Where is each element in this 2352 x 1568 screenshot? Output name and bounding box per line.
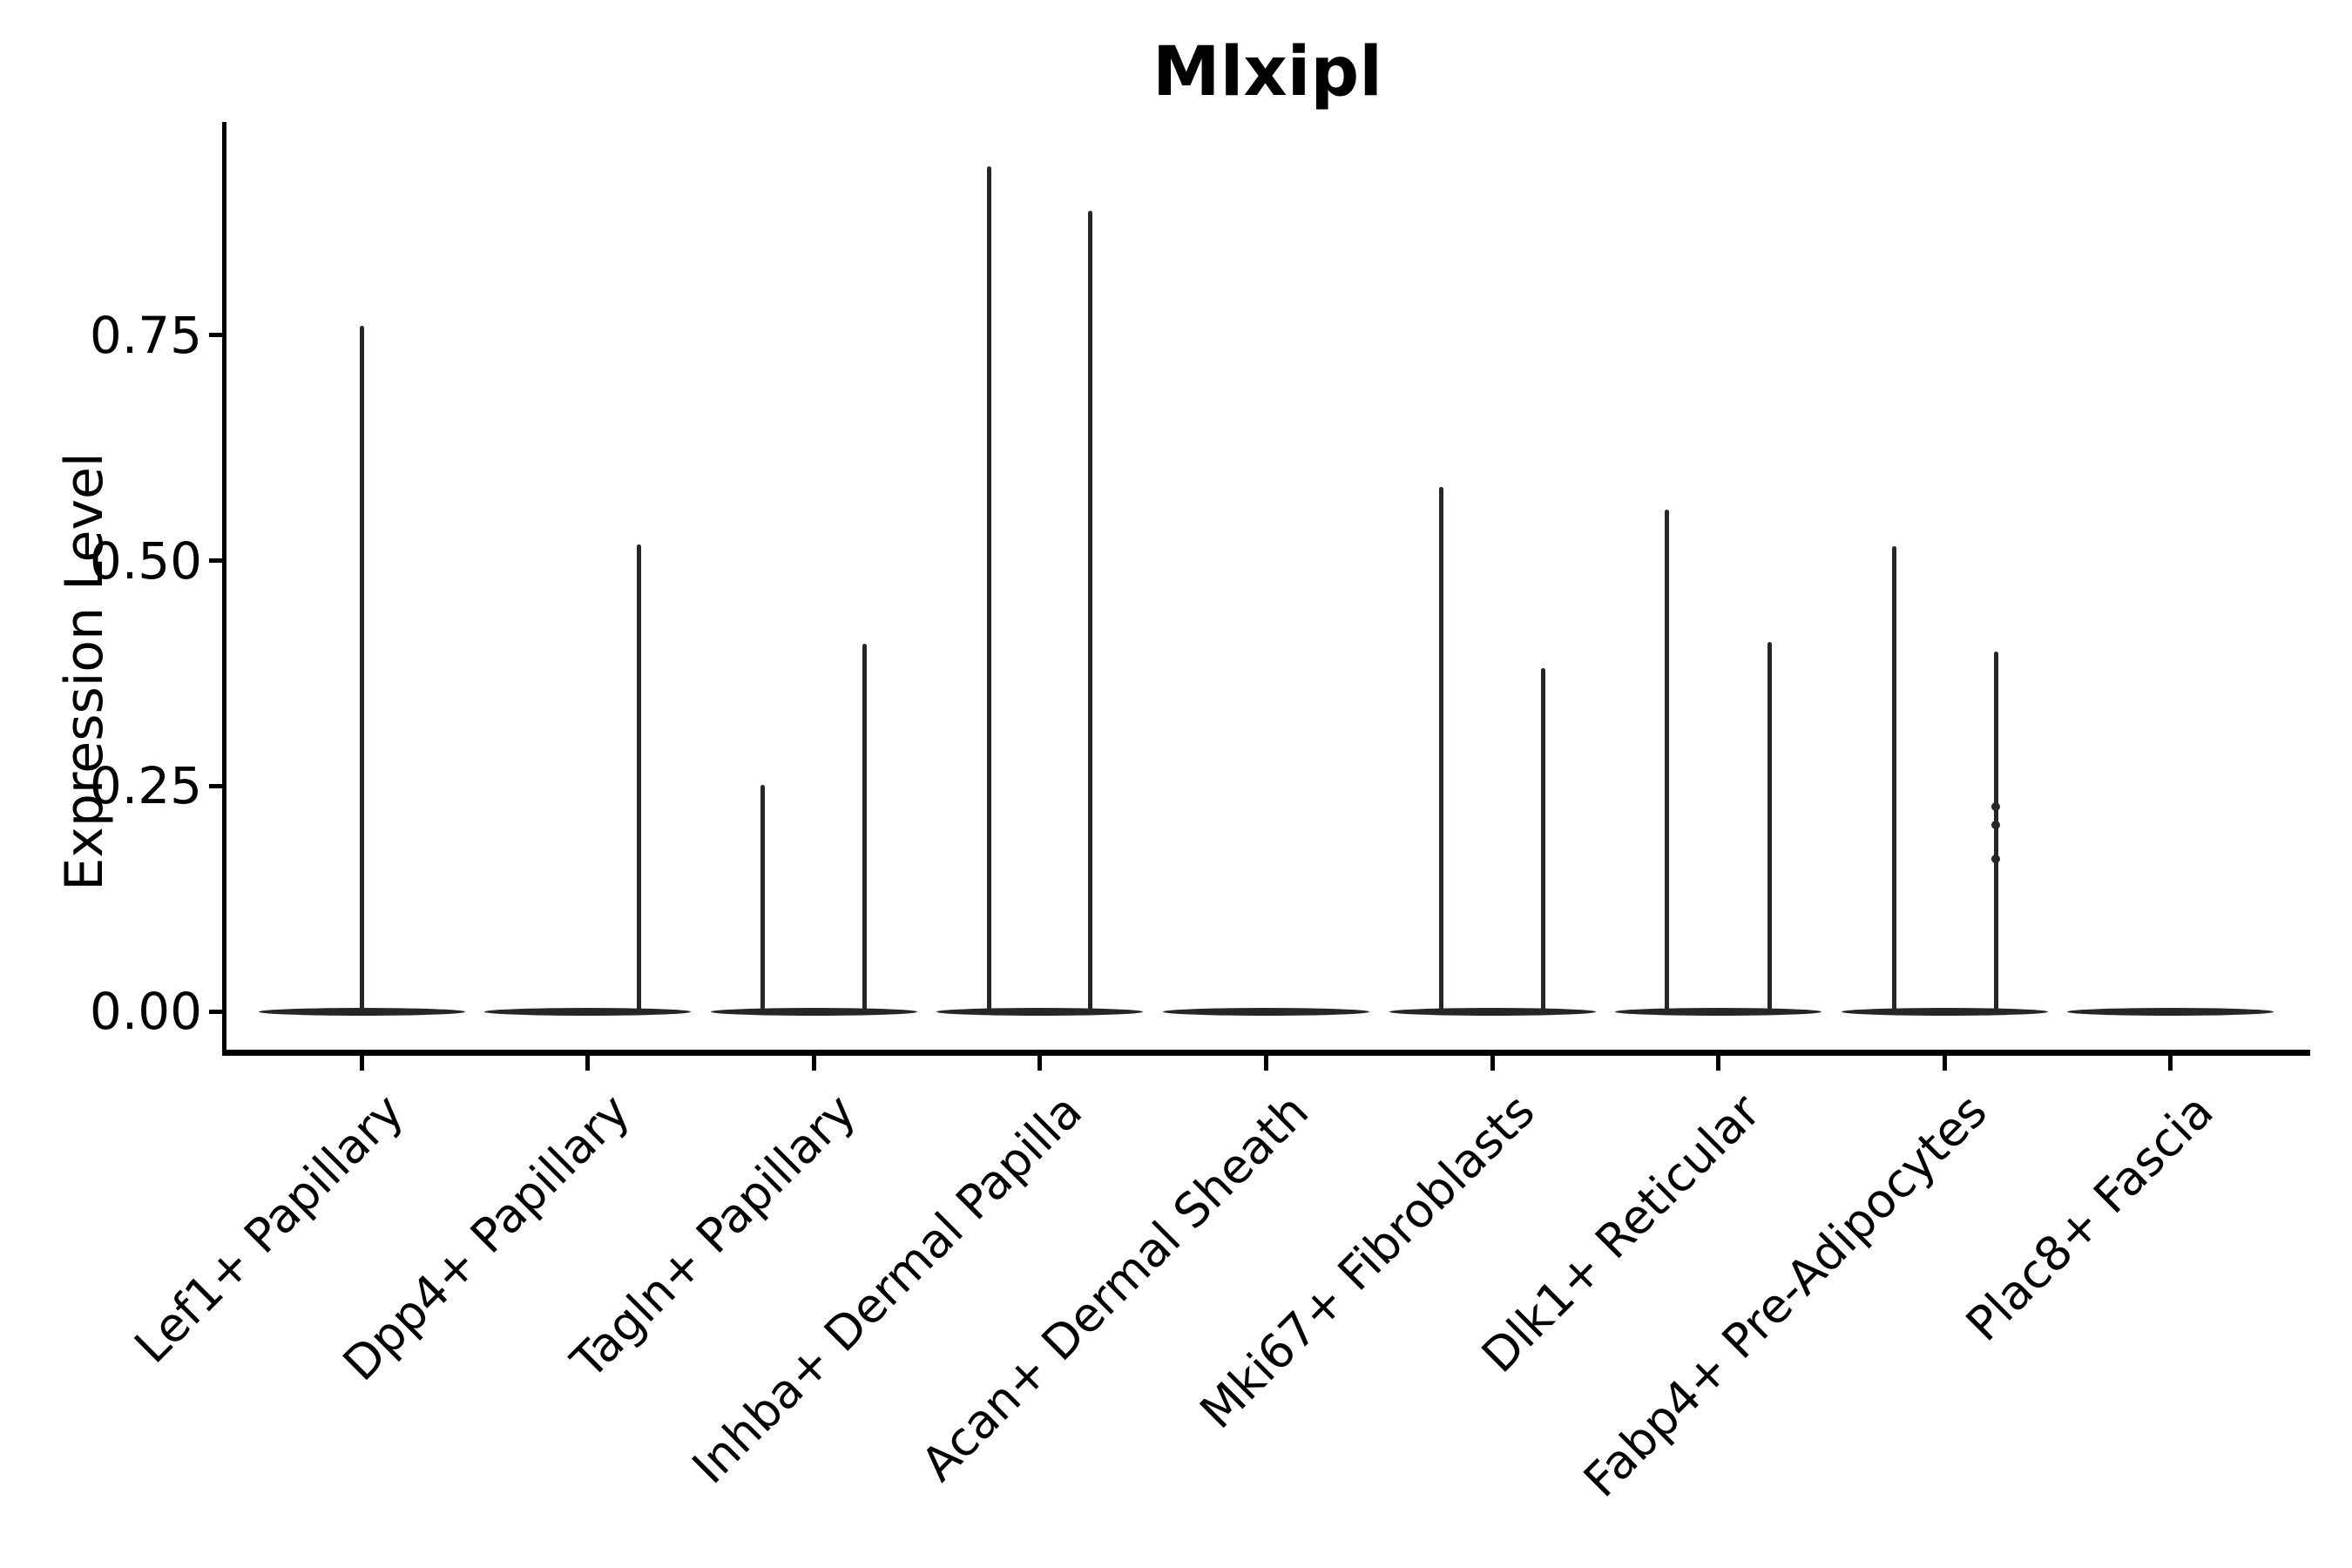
- violin-baseline: [1389, 1007, 1596, 1016]
- x-axis-line: [222, 1050, 2310, 1056]
- x-tick-mark: [2168, 1056, 2173, 1071]
- x-tick-label: Acan+ Dermal Sheath: [910, 1083, 1319, 1492]
- x-tick-mark: [1716, 1056, 1721, 1071]
- violin-max-spike: [1993, 652, 1998, 1011]
- violin-baseline: [484, 1007, 692, 1016]
- violin-density-bump: [1991, 802, 2001, 812]
- x-tick-mark: [1490, 1056, 1495, 1071]
- x-tick-mark: [1942, 1056, 1947, 1071]
- violin-baseline: [2067, 1007, 2274, 1016]
- violin-density-bump: [1991, 855, 2001, 864]
- x-tick-label: Inhba+ Dermal Papilla: [681, 1083, 1093, 1495]
- violin-max-spike: [1541, 667, 1546, 1011]
- violin-max-spike: [862, 643, 868, 1011]
- y-tick-label: 0.00: [89, 982, 202, 1041]
- violin-max-spike: [1665, 509, 1670, 1011]
- violin-baseline: [1615, 1007, 1822, 1016]
- x-tick-mark: [585, 1056, 591, 1071]
- x-tick-mark: [1037, 1056, 1043, 1071]
- x-tick-mark: [359, 1056, 364, 1071]
- y-tick-mark: [209, 783, 223, 788]
- y-tick-mark: [209, 333, 223, 338]
- violin-baseline: [710, 1007, 917, 1016]
- violin-baseline: [1162, 1007, 1369, 1016]
- y-axis-line: [222, 122, 226, 1056]
- y-tick-mark: [209, 1009, 223, 1014]
- violin-baseline: [258, 1007, 465, 1016]
- x-tick-label: Plac8+ Fascia: [1955, 1083, 2224, 1352]
- y-axis-label: Expression Level: [54, 452, 115, 891]
- violin-max-spike: [1088, 210, 1093, 1011]
- x-tick-mark: [811, 1056, 816, 1071]
- y-tick-mark: [209, 558, 223, 563]
- chart-title: Mlxipl: [1152, 33, 1382, 112]
- x-tick-mark: [1263, 1056, 1268, 1071]
- violin-baseline: [1841, 1007, 2048, 1016]
- violin-max-spike: [1767, 641, 1772, 1011]
- y-tick-label: 0.75: [89, 305, 202, 365]
- violin-max-spike: [1891, 545, 1896, 1011]
- y-tick-label: 0.50: [89, 531, 202, 591]
- x-tick-label: Fabp4+ Pre-Adipocytes: [1572, 1083, 1997, 1508]
- violin-max-spike: [760, 785, 765, 1011]
- y-tick-label: 0.25: [89, 756, 202, 816]
- violin-max-spike: [987, 166, 992, 1011]
- violin-max-spike: [1438, 486, 1443, 1011]
- violin-baseline: [936, 1007, 1144, 1016]
- violin-max-spike: [636, 544, 641, 1011]
- violin-density-bump: [1991, 820, 2001, 829]
- violin-max-spike: [359, 326, 364, 1011]
